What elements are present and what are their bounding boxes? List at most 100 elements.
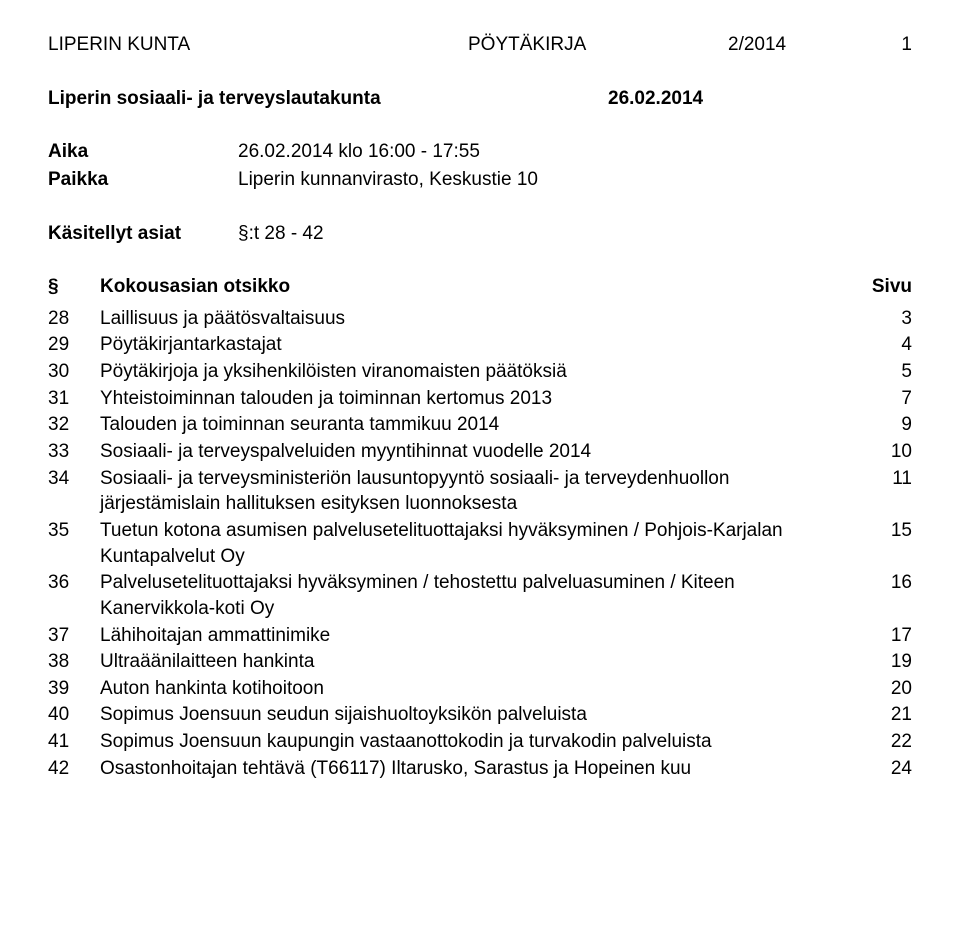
toc-row: 28Laillisuus ja päätösvaltaisuus3	[48, 306, 912, 332]
toc-row: 37Lähihoitajan ammattinimike17	[48, 623, 912, 649]
toc-item-page: 21	[862, 702, 912, 728]
toc-item-title: Palvelusetelituottajaksi hyväksyminen / …	[100, 570, 862, 621]
toc-item-number: 41	[48, 729, 100, 755]
toc-item-title: Sopimus Joensuun kaupungin vastaanottoko…	[100, 729, 862, 755]
toc-left: 29Pöytäkirjantarkastajat	[48, 332, 862, 358]
subheader-row: Liperin sosiaali- ja terveyslautakunta 2…	[48, 86, 912, 112]
toc-item-title: Pöytäkirjoja ja yksihenkilöisten viranom…	[100, 359, 862, 385]
toc-item-page: 17	[862, 623, 912, 649]
toc-item-title: Yhteistoiminnan talouden ja toiminnan ke…	[100, 386, 862, 412]
toc-left: 38Ultraäänilaitteen hankinta	[48, 649, 862, 675]
toc-item-page: 11	[862, 466, 912, 517]
toc-left: 37Lähihoitajan ammattinimike	[48, 623, 862, 649]
toc-left: 34Sosiaali- ja terveysministeriön lausun…	[48, 466, 862, 517]
toc-item-title: Laillisuus ja päätösvaltaisuus	[100, 306, 862, 332]
toc-item-page: 5	[862, 359, 912, 385]
toc-item-title: Lähihoitajan ammattinimike	[100, 623, 862, 649]
toc-header-row: § Kokousasian otsikko Sivu	[48, 274, 912, 300]
meeting-date: 26.02.2014	[608, 86, 912, 112]
toc-body: 28Laillisuus ja päätösvaltaisuus329Pöytä…	[48, 306, 912, 782]
toc-item-number: 40	[48, 702, 100, 728]
paikka-value: Liperin kunnanvirasto, Keskustie 10	[238, 167, 912, 193]
toc-item-page: 16	[862, 570, 912, 621]
aika-label: Aika	[48, 139, 238, 165]
kasitellyt-block: Käsitellyt asiat §:t 28 - 42	[48, 221, 912, 247]
toc-item-number: 28	[48, 306, 100, 332]
toc-item-page: 9	[862, 412, 912, 438]
toc-item-title: Sosiaali- ja terveyspalveluiden myyntihi…	[100, 439, 862, 465]
header-row: LIPERIN KUNTA PÖYTÄKIRJA 2/2014 1	[48, 32, 912, 58]
toc-left: 32Talouden ja toiminnan seuranta tammiku…	[48, 412, 862, 438]
doc-ref: 2/2014 1	[728, 32, 912, 58]
toc-row: 34Sosiaali- ja terveysministeriön lausun…	[48, 466, 912, 517]
kasitellyt-value: §:t 28 - 42	[238, 221, 912, 247]
toc-row: 42Osastonhoitajan tehtävä (T66117) Iltar…	[48, 756, 912, 782]
toc-row: 33Sosiaali- ja terveyspalveluiden myynti…	[48, 439, 912, 465]
toc-row: 41Sopimus Joensuun kaupungin vastaanotto…	[48, 729, 912, 755]
paikka-row: Paikka Liperin kunnanvirasto, Keskustie …	[48, 167, 912, 193]
toc-item-title: Tuetun kotona asumisen palvelusetelituot…	[100, 518, 862, 569]
toc-item-number: 38	[48, 649, 100, 675]
toc-header-title: Kokousasian otsikko	[100, 274, 862, 300]
toc-item-number: 33	[48, 439, 100, 465]
toc-header-section: §	[48, 274, 100, 300]
toc-item-number: 29	[48, 332, 100, 358]
toc-left: 35Tuetun kotona asumisen palvelusetelitu…	[48, 518, 862, 569]
toc-item-number: 31	[48, 386, 100, 412]
toc-row: 36Palvelusetelituottajaksi hyväksyminen …	[48, 570, 912, 621]
toc-left: 31Yhteistoiminnan talouden ja toiminnan …	[48, 386, 862, 412]
meta-block: Aika 26.02.2014 klo 16:00 - 17:55 Paikka…	[48, 139, 912, 192]
toc-item-page: 15	[862, 518, 912, 569]
toc-item-number: 34	[48, 466, 100, 517]
toc-item-page: 20	[862, 676, 912, 702]
toc-item-number: 30	[48, 359, 100, 385]
aika-value: 26.02.2014 klo 16:00 - 17:55	[238, 139, 912, 165]
toc-item-title: Pöytäkirjantarkastajat	[100, 332, 862, 358]
toc-item-page: 4	[862, 332, 912, 358]
toc-item-title: Talouden ja toiminnan seuranta tammikuu …	[100, 412, 862, 438]
toc-item-page: 3	[862, 306, 912, 332]
toc-item-title: Sopimus Joensuun seudun sijaishuoltoyksi…	[100, 702, 862, 728]
toc-header-left: § Kokousasian otsikko	[48, 274, 862, 300]
doc-type: PÖYTÄKIRJA	[468, 32, 728, 58]
toc-item-page: 24	[862, 756, 912, 782]
ref-number: 2/2014	[728, 34, 786, 55]
toc-left: 42Osastonhoitajan tehtävä (T66117) Iltar…	[48, 756, 862, 782]
toc-item-page: 19	[862, 649, 912, 675]
toc-row: 31Yhteistoiminnan talouden ja toiminnan …	[48, 386, 912, 412]
toc-item-title: Ultraäänilaitteen hankinta	[100, 649, 862, 675]
aika-row: Aika 26.02.2014 klo 16:00 - 17:55	[48, 139, 912, 165]
toc-row: 38Ultraäänilaitteen hankinta19	[48, 649, 912, 675]
toc-item-number: 39	[48, 676, 100, 702]
paikka-label: Paikka	[48, 167, 238, 193]
toc-item-number: 36	[48, 570, 100, 621]
toc-item-number: 32	[48, 412, 100, 438]
toc-item-title: Auton hankinta kotihoitoon	[100, 676, 862, 702]
kasitellyt-label: Käsitellyt asiat	[48, 221, 238, 247]
toc-left: 39Auton hankinta kotihoitoon	[48, 676, 862, 702]
page-number: 1	[901, 32, 912, 58]
toc-left: 41Sopimus Joensuun kaupungin vastaanotto…	[48, 729, 862, 755]
toc-left: 28Laillisuus ja päätösvaltaisuus	[48, 306, 862, 332]
toc-item-title: Sosiaali- ja terveysministeriön lausunto…	[100, 466, 862, 517]
toc-item-number: 37	[48, 623, 100, 649]
toc-row: 40Sopimus Joensuun seudun sijaishuoltoyk…	[48, 702, 912, 728]
toc-row: 30Pöytäkirjoja ja yksihenkilöisten viran…	[48, 359, 912, 385]
toc-row: 29Pöytäkirjantarkastajat4	[48, 332, 912, 358]
toc-left: 36Palvelusetelituottajaksi hyväksyminen …	[48, 570, 862, 621]
committee-name: Liperin sosiaali- ja terveyslautakunta	[48, 86, 608, 112]
toc-item-page: 7	[862, 386, 912, 412]
toc-row: 39Auton hankinta kotihoitoon20	[48, 676, 912, 702]
toc-left: 33Sosiaali- ja terveyspalveluiden myynti…	[48, 439, 862, 465]
org-name: LIPERIN KUNTA	[48, 32, 468, 58]
toc-item-title: Osastonhoitajan tehtävä (T66117) Iltarus…	[100, 756, 862, 782]
toc-left: 30Pöytäkirjoja ja yksihenkilöisten viran…	[48, 359, 862, 385]
toc-row: 32Talouden ja toiminnan seuranta tammiku…	[48, 412, 912, 438]
toc-item-number: 42	[48, 756, 100, 782]
toc-row: 35Tuetun kotona asumisen palvelusetelitu…	[48, 518, 912, 569]
toc-item-number: 35	[48, 518, 100, 569]
toc-header-page: Sivu	[862, 274, 912, 300]
kasitellyt-row: Käsitellyt asiat §:t 28 - 42	[48, 221, 912, 247]
toc-item-page: 22	[862, 729, 912, 755]
toc-item-page: 10	[862, 439, 912, 465]
